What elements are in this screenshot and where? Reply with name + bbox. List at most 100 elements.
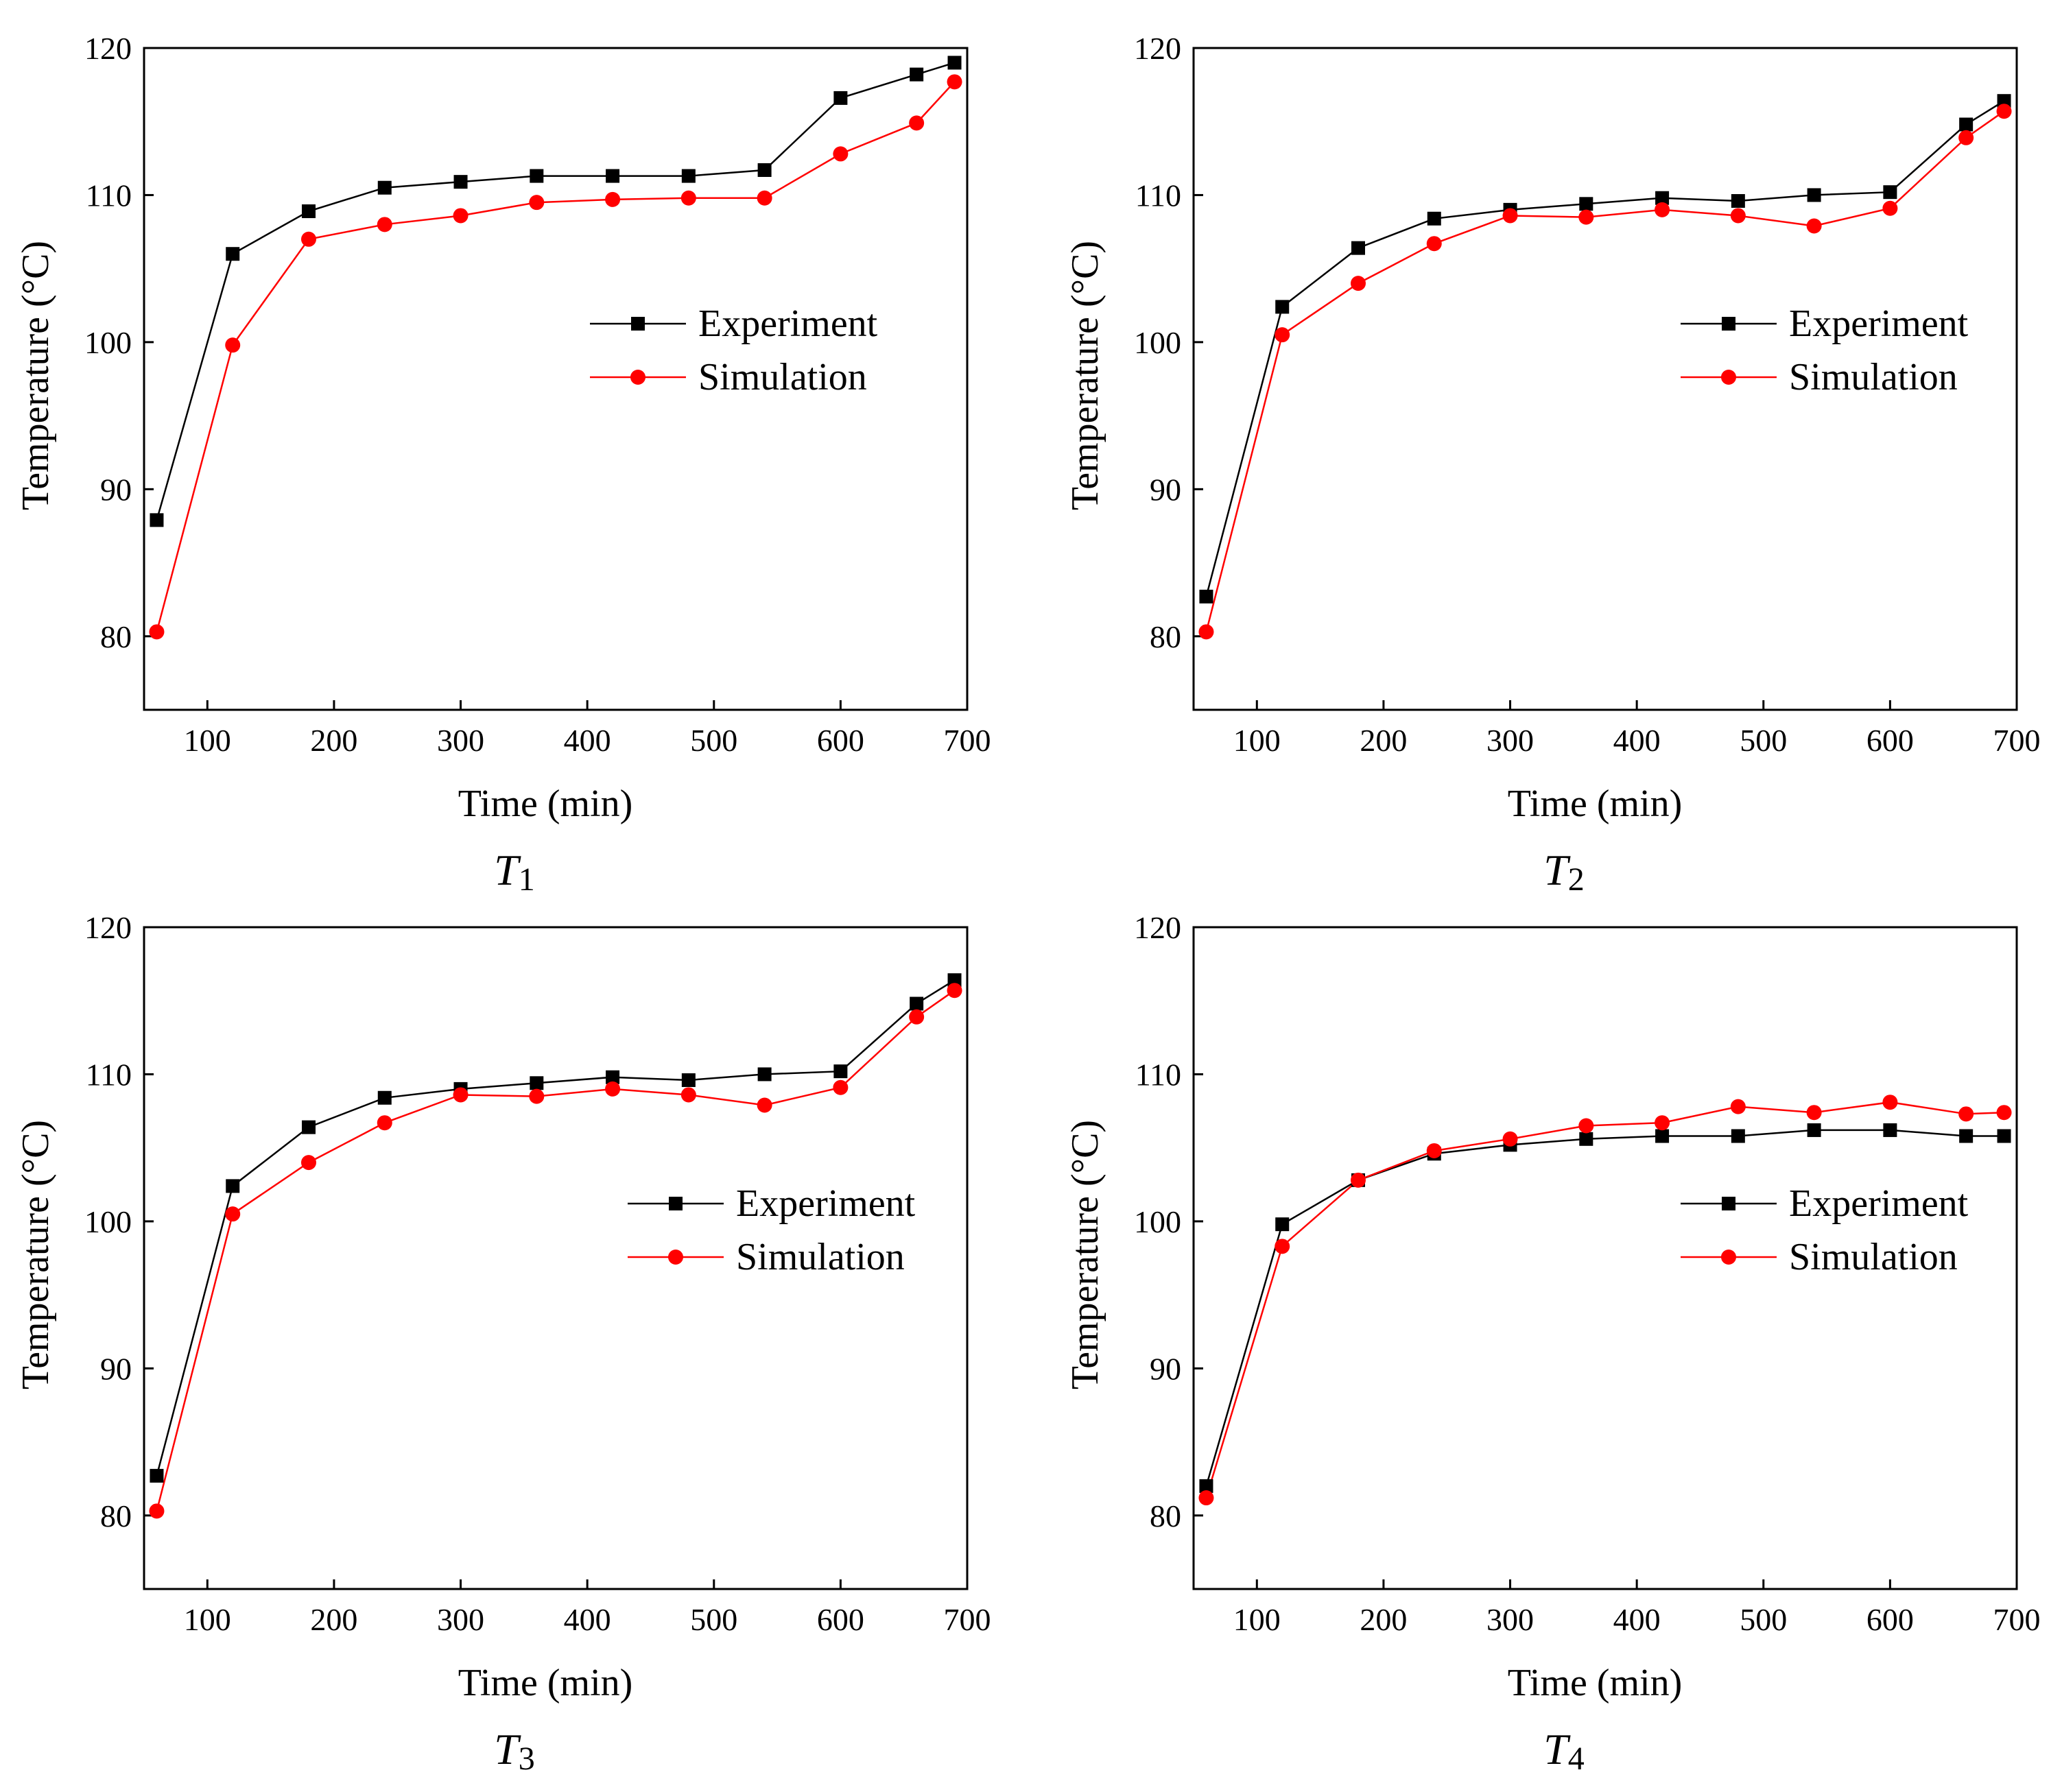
chart-panel-1: 100 200 300 400 500 600 700 80 90 100 110 120 Time (… <box>14 31 991 898</box>
x-tick-label: 200 <box>310 1602 357 1637</box>
data-point-simulation <box>1275 327 1290 343</box>
data-point-simulation <box>1578 209 1594 225</box>
y-tick-label: 90 <box>100 1351 132 1386</box>
x-tick-label: 600 <box>817 723 864 758</box>
legend-label: Experiment <box>1789 1182 1969 1225</box>
x-axis-label: Time (min) <box>458 782 633 825</box>
chart-panel-4: 100 200 300 400 500 600 700 80 90 100 110 120 Time (… <box>1064 910 2041 1777</box>
y-tick-label: 110 <box>1135 178 1181 213</box>
data-point-simulation <box>1502 208 1518 224</box>
data-point-experiment <box>606 169 620 183</box>
data-point-experiment <box>530 169 544 183</box>
x-tick-label: 500 <box>690 1602 737 1637</box>
legend: Experiment Simulation <box>628 1182 916 1278</box>
data-point-experiment <box>1579 1132 1593 1146</box>
data-point-simulation <box>1198 1490 1214 1506</box>
x-tick-label: 300 <box>437 723 484 758</box>
data-point-experiment <box>1997 1129 2011 1143</box>
data-point-simulation <box>529 1088 545 1104</box>
y-axis-label: Temperature (°C) <box>14 241 57 510</box>
data-point-experiment <box>226 1179 240 1193</box>
data-point-experiment <box>833 91 848 105</box>
x-axis-label: Time (min) <box>458 1662 633 1704</box>
data-point-simulation <box>1426 1143 1442 1158</box>
data-point-experiment <box>1275 300 1290 314</box>
data-point-simulation <box>377 1115 392 1131</box>
y-tick-label: 90 <box>100 472 132 507</box>
panel-caption: T2 <box>1543 846 1585 898</box>
panel-caption: T4 <box>1543 1725 1585 1777</box>
data-point-simulation <box>947 983 962 999</box>
data-point-simulation <box>757 1097 772 1113</box>
data-point-experiment <box>947 973 962 988</box>
data-point-simulation <box>1351 276 1366 291</box>
data-point-simulation <box>1426 236 1442 252</box>
data-point-experiment <box>681 1073 696 1088</box>
data-point-experiment <box>1731 194 1745 208</box>
x-tick-label: 700 <box>944 723 991 758</box>
data-point-simulation <box>225 1206 241 1222</box>
x-tick-label: 300 <box>1486 1602 1534 1637</box>
data-point-simulation <box>757 190 772 206</box>
data-point-experiment <box>757 163 772 177</box>
data-point-simulation <box>909 1009 925 1025</box>
legend-marker <box>1721 370 1736 385</box>
data-point-experiment <box>377 1090 392 1105</box>
legend-label: Simulation <box>698 356 867 398</box>
data-point-simulation <box>1502 1131 1518 1147</box>
data-point-simulation <box>453 1087 469 1103</box>
x-tick-label: 200 <box>1360 1602 1407 1637</box>
data-point-simulation <box>149 624 165 640</box>
data-point-simulation <box>680 190 696 206</box>
y-tick-label: 100 <box>84 325 132 360</box>
data-point-experiment <box>1997 94 2011 108</box>
data-point-simulation <box>1996 104 2012 119</box>
plot-frame <box>143 47 969 711</box>
legend: Experiment Simulation <box>1681 1182 1969 1278</box>
data-point-experiment <box>1275 1217 1290 1232</box>
legend-label: Simulation <box>1789 1236 1958 1278</box>
data-point-simulation <box>833 1079 849 1095</box>
legend-label: Simulation <box>1789 356 1958 398</box>
data-point-experiment <box>1655 1129 1670 1143</box>
x-tick-label: 400 <box>1613 723 1661 758</box>
series-line-simulation <box>1205 1101 2004 1498</box>
series-line-simulation <box>156 990 956 1512</box>
chart-panel-2: 100 200 300 400 500 600 700 80 90 100 110 120 Time (… <box>1064 31 2041 898</box>
x-tick-label: 600 <box>817 1602 864 1637</box>
plot-frame <box>1192 47 2018 711</box>
legend: Experiment Simulation <box>1681 302 1969 398</box>
y-tick-label: 120 <box>1134 910 1181 945</box>
data-point-simulation <box>1882 1095 1898 1110</box>
data-point-simulation <box>680 1087 696 1103</box>
data-point-experiment <box>1579 197 1593 211</box>
chart-panel-3: 100 200 300 400 500 600 700 80 90 100 110 120 Time (… <box>14 910 991 1777</box>
y-tick-label: 80 <box>100 619 132 654</box>
data-point-experiment <box>910 996 924 1011</box>
y-tick-label: 80 <box>1150 1498 1181 1533</box>
data-point-simulation <box>605 1081 621 1097</box>
x-tick-label: 600 <box>1867 723 1914 758</box>
series-line-experiment <box>156 62 955 521</box>
data-point-experiment <box>681 169 696 183</box>
legend-label: Experiment <box>698 302 878 345</box>
legend: Experiment Simulation <box>590 302 878 398</box>
data-point-simulation <box>909 115 925 131</box>
legend-marker <box>1722 317 1735 331</box>
x-tick-label: 500 <box>1740 723 1787 758</box>
data-point-experiment <box>1807 1123 1821 1137</box>
data-point-simulation <box>1655 202 1670 217</box>
legend-marker <box>1721 1250 1736 1265</box>
y-tick-label: 80 <box>100 1498 132 1533</box>
legend-label: Experiment <box>736 1182 916 1225</box>
data-point-simulation <box>1806 1105 1822 1121</box>
data-point-experiment <box>1959 117 1974 132</box>
y-axis-label: Temperature (°C) <box>14 1120 57 1389</box>
y-tick-label: 80 <box>1150 619 1181 654</box>
data-point-experiment <box>947 56 962 70</box>
plot-frame <box>143 926 969 1590</box>
series-line-experiment <box>156 979 956 1477</box>
y-tick-label: 110 <box>1135 1057 1181 1092</box>
y-tick-label: 110 <box>86 1057 132 1092</box>
y-axis-label: Temperature (°C) <box>1064 1120 1106 1389</box>
